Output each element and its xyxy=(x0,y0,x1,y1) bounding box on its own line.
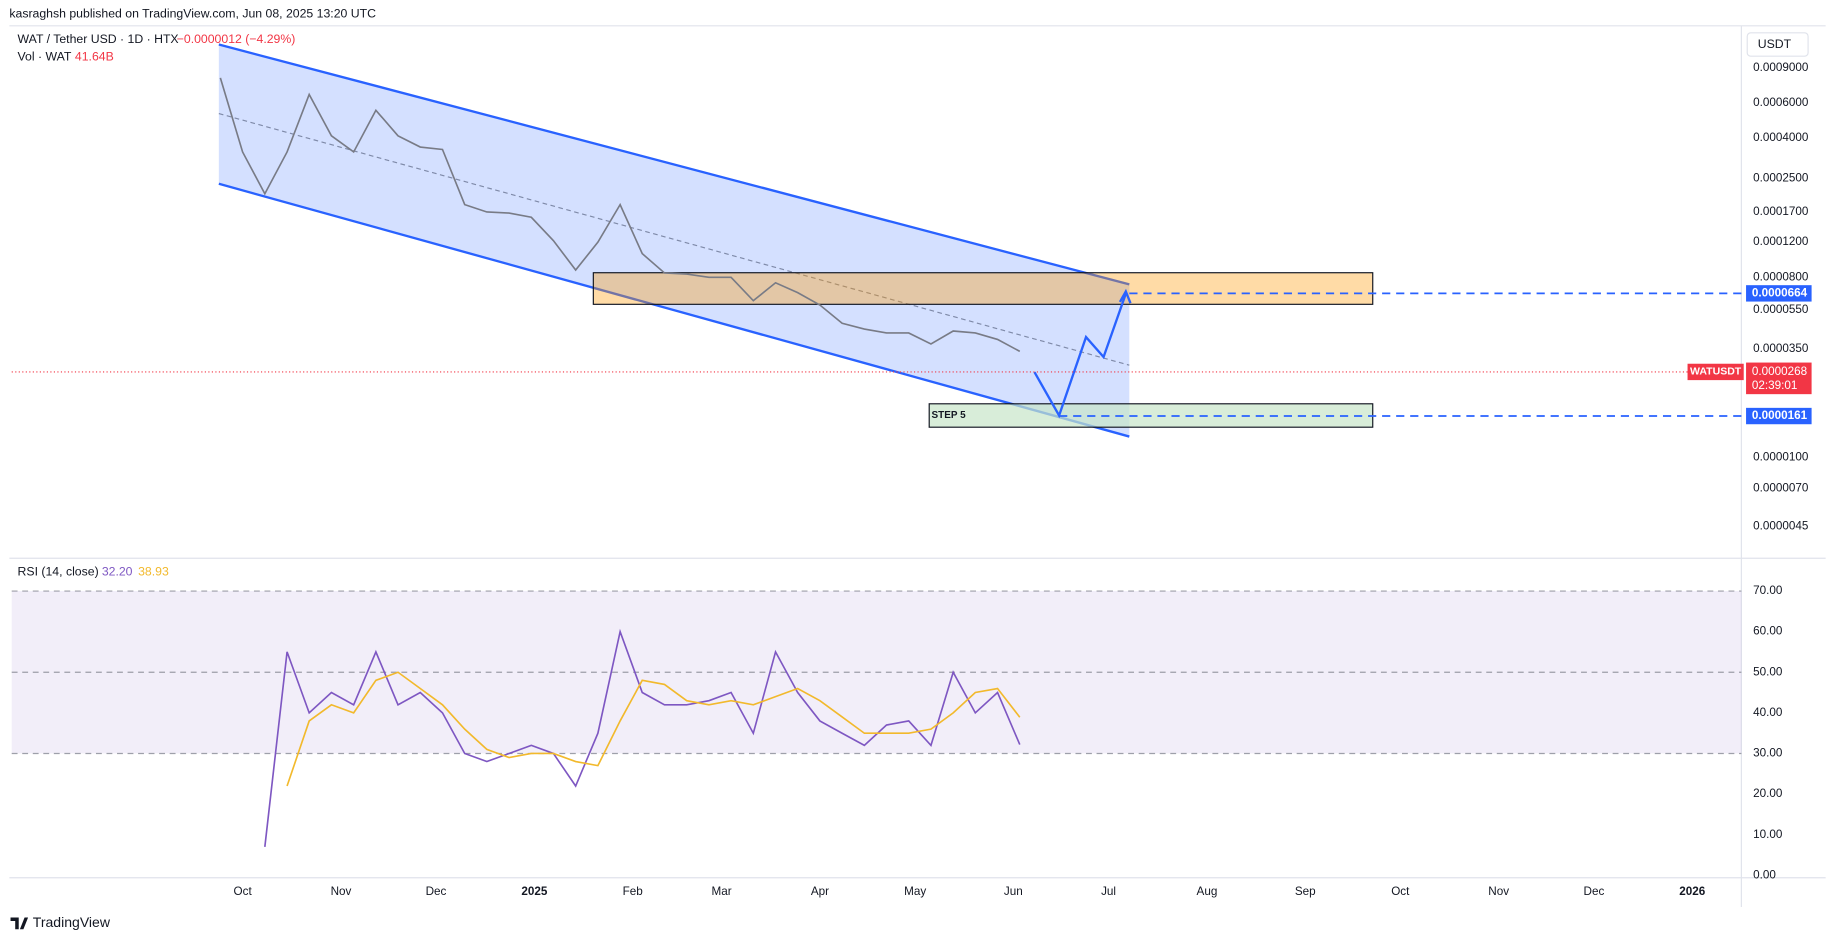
x-tick-label: 2026 xyxy=(1679,885,1706,898)
x-tick-label: May xyxy=(904,885,926,898)
x-tick-label: Nov xyxy=(1488,885,1509,898)
y-tick-label: 0.0000350 xyxy=(1753,342,1809,355)
channel-bottom xyxy=(218,182,1130,438)
rsi-value: 32.20 xyxy=(102,565,133,579)
price-tag-text: 0.0000268 xyxy=(1752,365,1807,378)
x-tick-label: Aug xyxy=(1197,885,1218,898)
level-tag-text: 0.0000664 xyxy=(1752,286,1808,299)
countdown: 02:39:01 xyxy=(1752,379,1798,392)
x-tick-label: Mar xyxy=(711,885,731,898)
y-tick-label: 10.00 xyxy=(1753,828,1783,841)
level-tag xyxy=(1746,285,1812,302)
price-tag xyxy=(1746,362,1812,395)
x-tick-label: Oct xyxy=(1391,885,1410,898)
y-tick-label: 0.0000800 xyxy=(1753,270,1809,283)
rsi-title: RSI (14, close) xyxy=(18,565,99,579)
symbol-tag xyxy=(1687,363,1744,381)
footer: TradingView xyxy=(33,914,111,930)
x-tick-label: Nov xyxy=(331,885,352,898)
y-tick-label: 0.0001200 xyxy=(1753,235,1809,248)
currency[interactable]: USDT xyxy=(1758,37,1792,51)
logo xyxy=(10,917,29,930)
y-tick-label: 0.0000100 xyxy=(1753,450,1809,463)
y-tick-label: 50.00 xyxy=(1753,665,1783,678)
series-line xyxy=(219,77,1021,353)
annotation: STEP 5 xyxy=(932,410,967,421)
change: −0.0000012 (−4.29%) xyxy=(177,32,296,46)
series-line xyxy=(286,671,1021,787)
x-tick-label: Sep xyxy=(1295,885,1316,898)
level-tag-text: 0.0000161 xyxy=(1752,409,1808,422)
volume-label: Vol · WAT xyxy=(18,50,72,64)
x-tick-label: 2025 xyxy=(521,885,548,898)
y-tick-label: 0.0002500 xyxy=(1753,172,1809,185)
x-tick-label: Apr xyxy=(811,885,829,898)
y-tick-label: 30.00 xyxy=(1753,747,1783,760)
y-tick-label: 0.0001700 xyxy=(1753,205,1809,218)
publisher: kasraghsh published on TradingView.com, … xyxy=(9,6,376,20)
level-tag xyxy=(1746,407,1812,425)
y-tick-label: 0.0000550 xyxy=(1753,303,1809,316)
y-tick-label: 0.0009000 xyxy=(1753,61,1809,74)
volume-value: 41.64B xyxy=(75,50,114,64)
y-tick-label: 0.0000070 xyxy=(1753,481,1809,494)
y-tick-label: 0.0006000 xyxy=(1753,96,1809,109)
x-tick-label: Dec xyxy=(426,885,447,898)
channel-mid xyxy=(218,113,1130,366)
projection-path xyxy=(1033,293,1127,419)
x-tick-label: Jun xyxy=(1004,885,1023,898)
currency-button[interactable] xyxy=(1746,32,1809,57)
y-tick-label: 60.00 xyxy=(1753,625,1783,638)
rsi-ma-value: 38.93 xyxy=(138,565,169,579)
x-tick-label: Oct xyxy=(234,885,253,898)
y-tick-label: 0.0004000 xyxy=(1753,131,1809,144)
resistance-box xyxy=(592,272,1374,305)
x-tick-label: Feb xyxy=(623,885,644,898)
y-tick-label: 0.0000045 xyxy=(1753,520,1809,533)
series-line xyxy=(264,628,1021,847)
y-tick-label: 40.00 xyxy=(1753,706,1783,719)
channel-fill xyxy=(218,44,1130,437)
x-tick-label: Jul xyxy=(1101,885,1116,898)
y-tick-label: 20.00 xyxy=(1753,787,1783,800)
symbol: WAT / Tether USD · 1D · HTX xyxy=(18,32,179,46)
logo-mark xyxy=(10,917,29,930)
x-tick-label: Dec xyxy=(1584,885,1605,898)
y-tick-label: 70.00 xyxy=(1753,584,1783,597)
symbol-tag-text: WATUSDT xyxy=(1690,366,1742,378)
arrow-head xyxy=(1118,288,1132,304)
y-tick-label: 0.00 xyxy=(1753,868,1776,881)
channel-top xyxy=(218,43,1130,286)
